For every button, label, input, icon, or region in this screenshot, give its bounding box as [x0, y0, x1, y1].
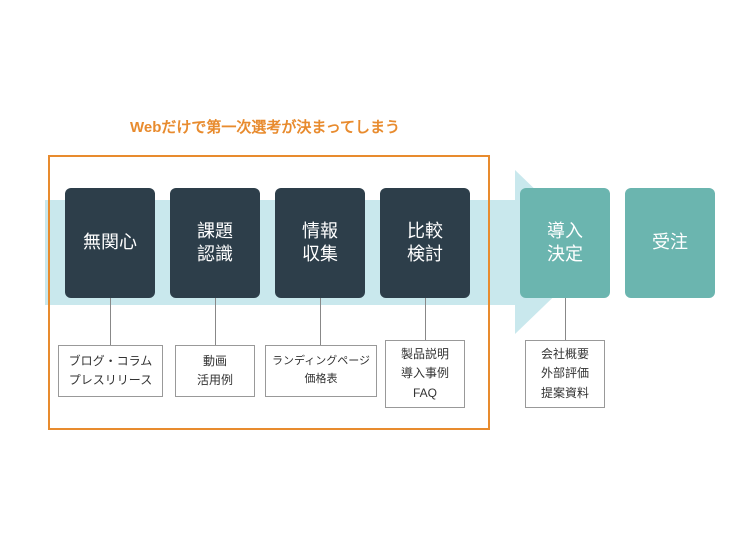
highlight-label: Webだけで第一次選考が決まってしまう [130, 116, 400, 137]
item-box-0: ブログ・コラムプレスリリース [58, 345, 163, 397]
stage-2: 情報収集 [275, 188, 365, 298]
item-label: プレスリリース [69, 371, 152, 390]
item-box-2: ランディングページ価格表 [265, 345, 377, 397]
item-label: 活用例 [197, 371, 233, 390]
connector-2 [320, 298, 321, 345]
stage-5: 受注 [625, 188, 715, 298]
item-label: ランディングページ [272, 353, 370, 371]
item-label: 導入事例 [401, 364, 449, 383]
item-box-3: 製品説明導入事例FAQ [385, 340, 465, 408]
stage-4: 導入決定 [520, 188, 610, 298]
item-label: 動画 [203, 352, 227, 371]
item-label: ブログ・コラム [69, 352, 153, 371]
item-box-1: 動画活用例 [175, 345, 255, 397]
stage-3: 比較検討 [380, 188, 470, 298]
item-label: 製品説明 [401, 345, 449, 364]
connector-1 [215, 298, 216, 345]
item-box-4: 会社概要外部評価提案資料 [525, 340, 605, 408]
item-label: FAQ [413, 384, 437, 403]
item-label: 会社概要 [541, 345, 589, 364]
item-label: 提案資料 [541, 384, 589, 403]
item-label: 外部評価 [541, 364, 589, 383]
stage-0: 無関心 [65, 188, 155, 298]
connector-4 [565, 298, 566, 340]
connector-3 [425, 298, 426, 340]
stage-1: 課題認識 [170, 188, 260, 298]
connector-0 [110, 298, 111, 345]
item-label: 価格表 [305, 371, 338, 389]
diagram-canvas: Webだけで第一次選考が決まってしまう 無関心課題認識情報収集比較検討導入決定受… [0, 0, 740, 538]
